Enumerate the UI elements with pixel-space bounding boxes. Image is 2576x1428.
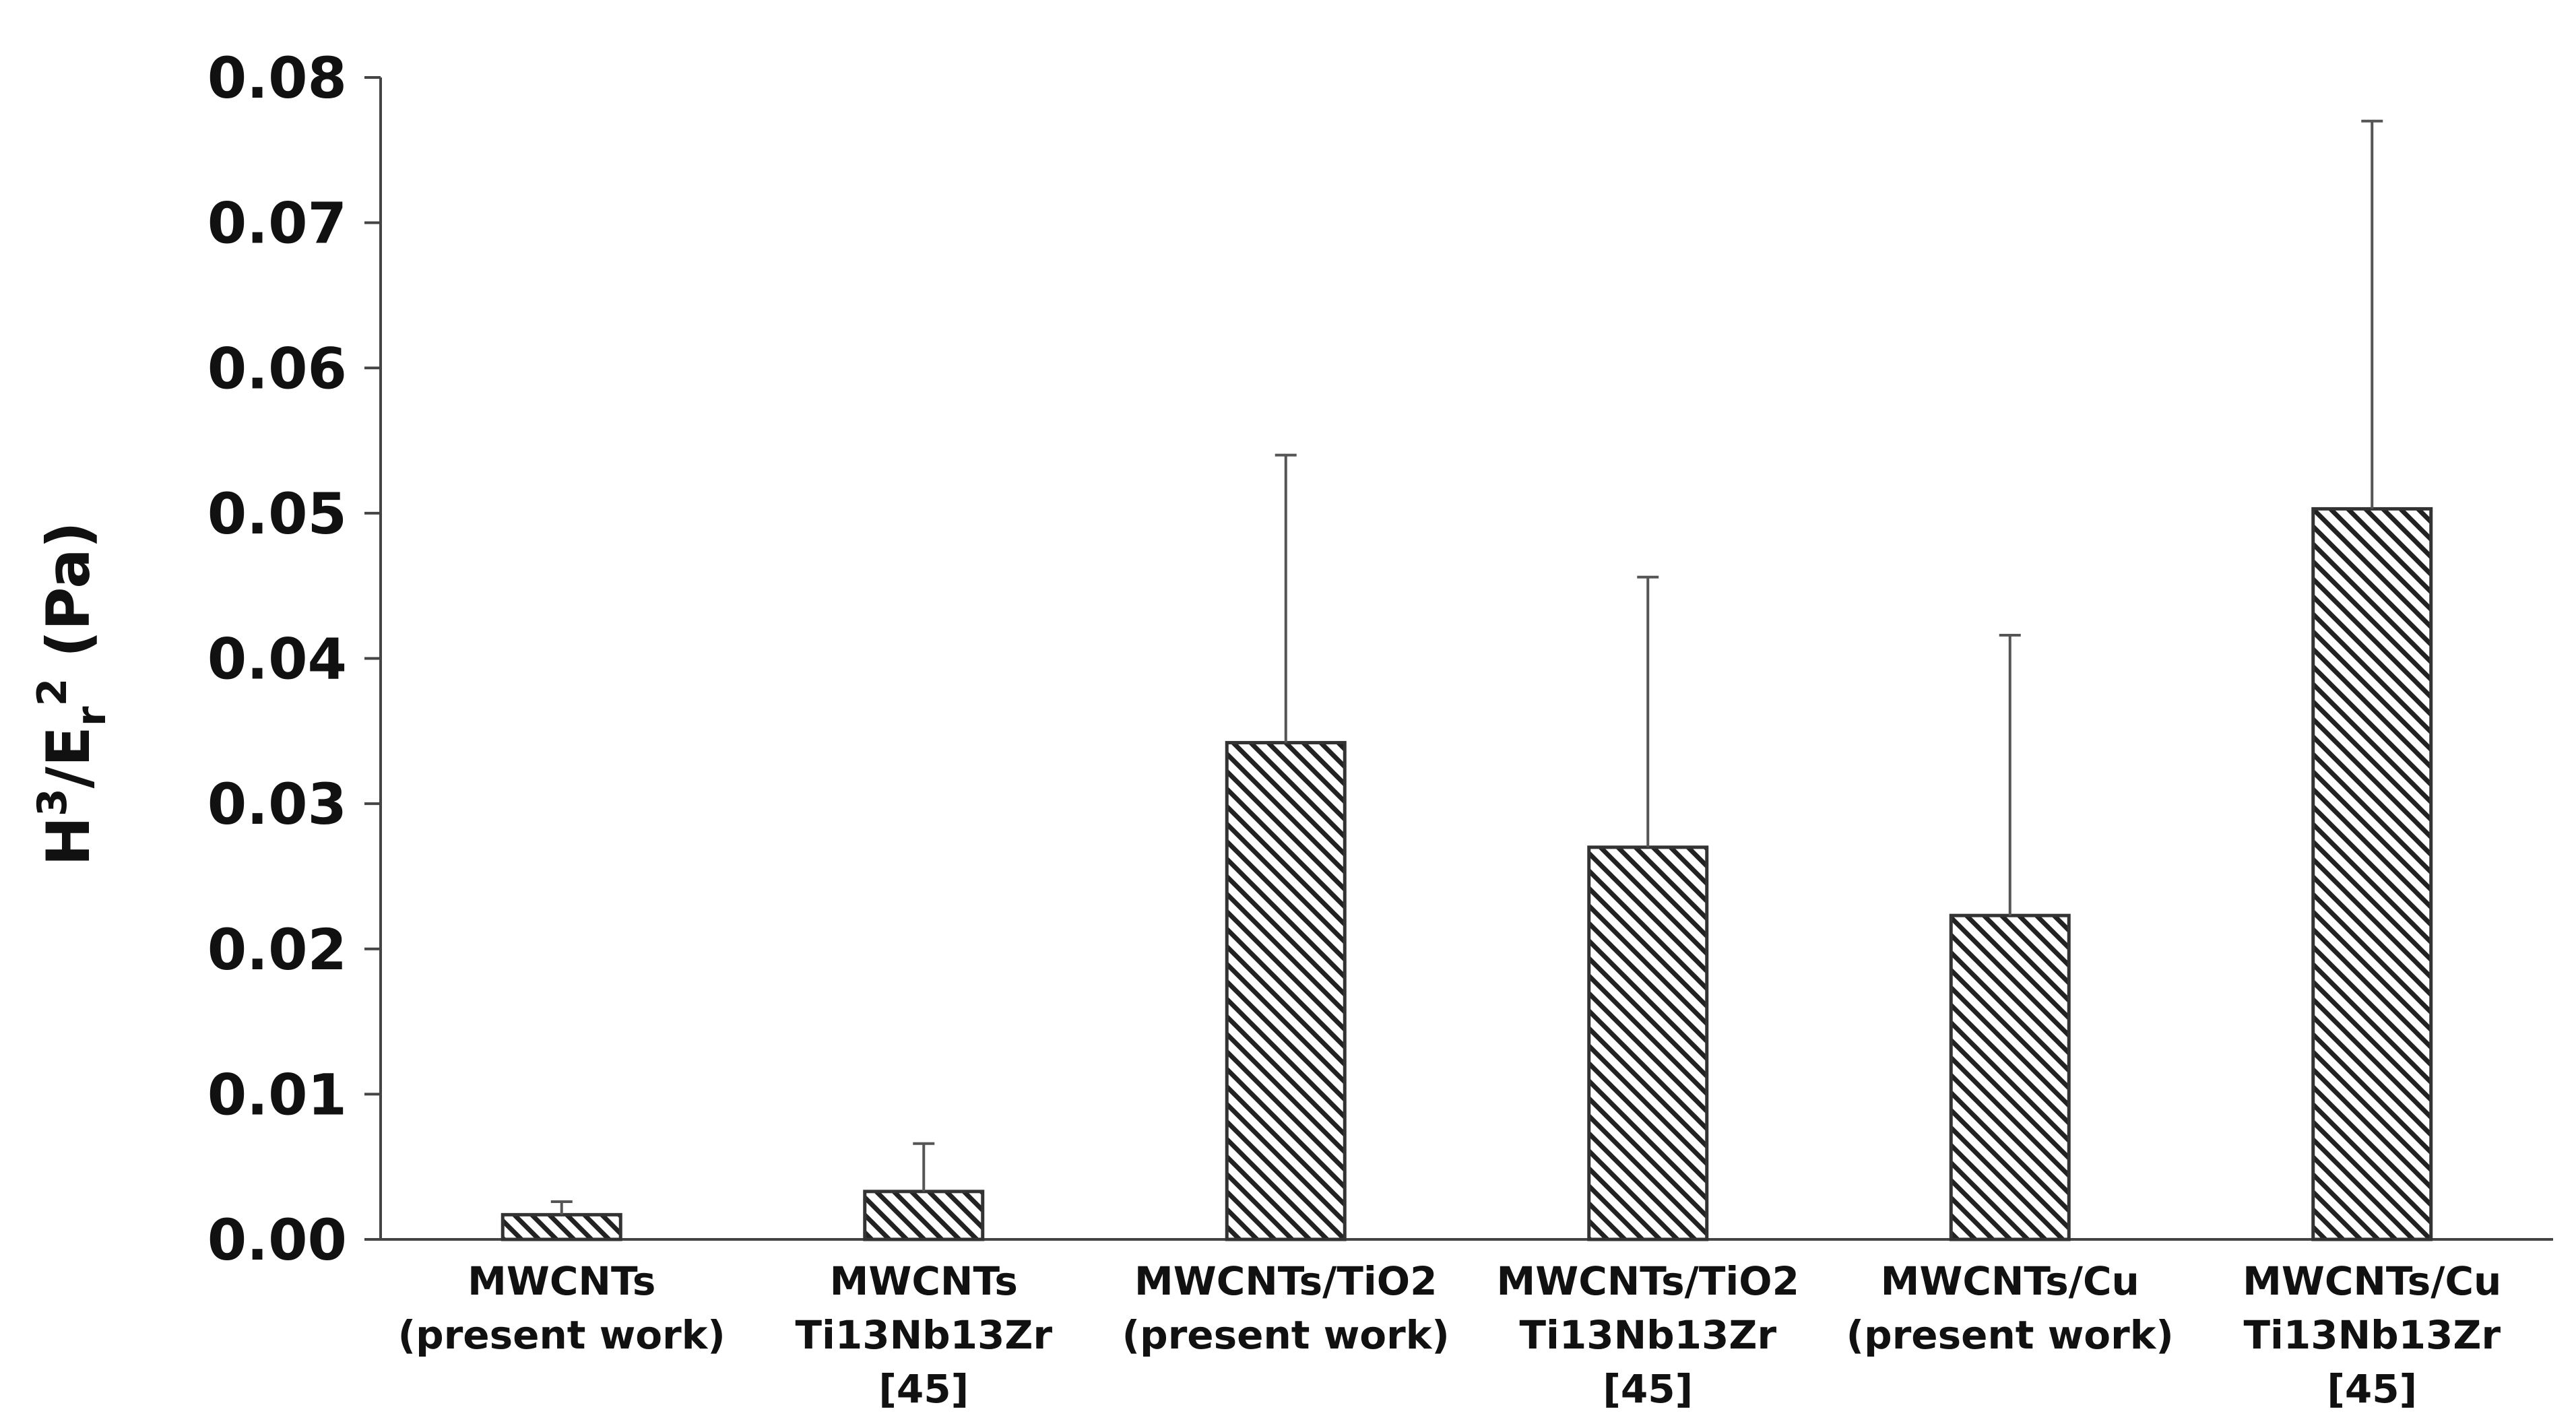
bar — [1225, 741, 1347, 1241]
y-tick-label: 0.03 — [207, 771, 347, 837]
y-tick-label: 0.00 — [207, 1207, 347, 1273]
category-label: MWCNTs (present work) — [398, 1258, 726, 1358]
category-label: MWCNTs/TiO2 (present work) — [1122, 1258, 1450, 1358]
category-label: MWCNTs/TiO2 Ti13Nb13Zr [45] — [1497, 1258, 1799, 1412]
bars — [501, 507, 2433, 1241]
y-tick-label: 0.07 — [207, 191, 347, 257]
bar — [501, 1212, 622, 1241]
category-label: MWCNTs/Cu Ti13Nb13Zr [45] — [2243, 1258, 2501, 1412]
bar — [1587, 845, 1709, 1241]
y-tick-label: 0.06 — [207, 335, 347, 401]
y-tick-label: 0.01 — [207, 1062, 347, 1128]
category-label: MWCNTs Ti13Nb13Zr [45] — [795, 1258, 1052, 1412]
category-labels: MWCNTs (present work) MWCNTs Ti13Nb13Zr [45]… — [398, 1258, 2502, 1412]
y-tick-label: 0.04 — [207, 626, 347, 692]
bar — [863, 1190, 985, 1241]
y-axis: 0.00 0.01 0.02 0.03 0.04 0.05 0.06 0.07 0.08 — [207, 45, 382, 1273]
y-axis-label: H3/Er2 (Pa) — [29, 521, 115, 866]
bar — [2311, 507, 2433, 1241]
category-label: MWCNTs/Cu (present work) — [1846, 1258, 2174, 1358]
error-bars — [550, 119, 2383, 1215]
y-tick-label: 0.05 — [207, 481, 347, 547]
bar — [1949, 913, 2071, 1241]
y-tick-label: 0.02 — [207, 917, 347, 983]
y-tick-label: 0.08 — [207, 45, 347, 111]
